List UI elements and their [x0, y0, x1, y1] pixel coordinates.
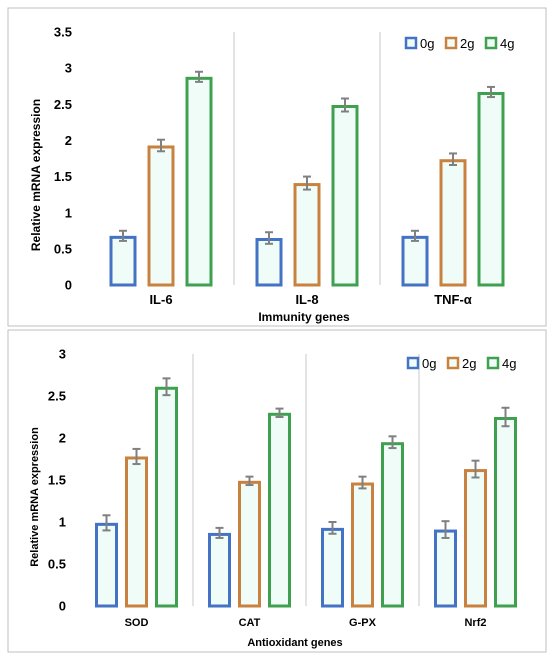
c0-legend-swatch-4g [484, 36, 498, 50]
c0-y-tick-label: 2.5 [54, 97, 72, 112]
c0-y-tick-label: 0 [65, 278, 72, 293]
c1-category-label: Nrf2 [464, 617, 486, 629]
c1-bar-4g-Nrf2 [494, 417, 517, 608]
c0-bar-0g-IL-8 [255, 238, 283, 287]
c0-bar-0g-IL-6 [109, 235, 137, 287]
c1-legend-label-2g: 2g [462, 356, 476, 371]
c0-legend-swatch-0g [404, 36, 418, 50]
c0-y-tick-label: 3 [65, 61, 72, 76]
c1-bar-4g-G-PX [381, 442, 404, 608]
c1-bar-0g-SOD [95, 522, 118, 608]
c0-category-label: TNF-α [434, 292, 472, 307]
c1-y-tick-label: 1.5 [48, 473, 66, 488]
c1-bar-2g-SOD [125, 456, 148, 608]
c0-bar-0g-TNF-α [401, 235, 429, 287]
c0-category-label: IL-8 [295, 292, 318, 307]
c0-bar-4g-IL-6 [185, 76, 213, 287]
c1-y-tick-label: 0 [59, 599, 66, 614]
c1-bar-0g-G-PX [321, 527, 344, 608]
c0-legend-swatch-2g [444, 36, 458, 50]
c0-bar-2g-IL-6 [147, 145, 175, 287]
c0-y-axis-title: Relative mRNA expression [29, 99, 43, 251]
c1-category-label: CAT [239, 617, 261, 629]
c0-x-axis-title: Immunity genes [258, 310, 350, 324]
c0-legend-label-2g: 2g [460, 36, 474, 51]
c1-legend-label-4g: 4g [502, 356, 516, 371]
c1-bar-2g-CAT [238, 480, 261, 608]
c1-x-axis-title: Antioxidant genes [247, 637, 342, 649]
c1-bar-0g-CAT [208, 532, 231, 608]
c0-y-tick-label: 0.5 [54, 241, 72, 256]
c0-bar-4g-IL-8 [331, 105, 359, 287]
c1-y-tick-label: 0.5 [48, 557, 66, 572]
c1-bar-2g-G-PX [351, 482, 374, 608]
c1-bar-0g-Nrf2 [434, 529, 457, 608]
c0-legend-label-4g: 4g [500, 36, 514, 51]
c0-y-tick-label: 1.5 [54, 169, 72, 184]
c1-y-tick-label: 3 [59, 347, 66, 362]
c1-legend-label-0g: 0g [422, 356, 436, 371]
c1-bar-2g-Nrf2 [464, 469, 487, 608]
c0-bar-2g-TNF-α [439, 159, 467, 287]
c0-legend-label-0g: 0g [420, 36, 434, 51]
c1-y-tick-label: 2 [59, 431, 66, 446]
c0-y-tick-label: 3.5 [54, 25, 72, 40]
c0-category-label: IL-6 [149, 292, 172, 307]
chart-antioxidant-genes: 0 0.5 1 1.5 2 2.5 3 SOD CAT G-PX Nrf2 Antioxidant g… [29, 347, 517, 649]
c1-bar-4g-CAT [268, 412, 291, 608]
c1-category-label: SOD [125, 617, 149, 629]
c1-y-tick-label: 1 [59, 515, 66, 530]
c1-legend-swatch-2g [446, 356, 460, 370]
c0-y-tick-label: 2 [65, 133, 72, 148]
c1-legend-swatch-0g [406, 356, 420, 370]
c1-legend-swatch-4g [486, 356, 500, 370]
c0-bar-4g-TNF-α [477, 91, 505, 287]
c1-y-tick-label: 2.5 [48, 389, 66, 404]
chart-immunity-genes: 0 0.5 1 1.5 2 2.5 3 3.5 IL-6 IL-8 TNF-α Immunity ge… [29, 25, 514, 324]
c1-category-label: G-PX [349, 617, 377, 629]
c1-y-axis-title: Relative mRNA expression [29, 427, 41, 567]
c0-y-tick-label: 1 [65, 205, 72, 220]
c0-bar-2g-IL-8 [293, 183, 321, 287]
c1-bar-4g-SOD [155, 386, 178, 608]
